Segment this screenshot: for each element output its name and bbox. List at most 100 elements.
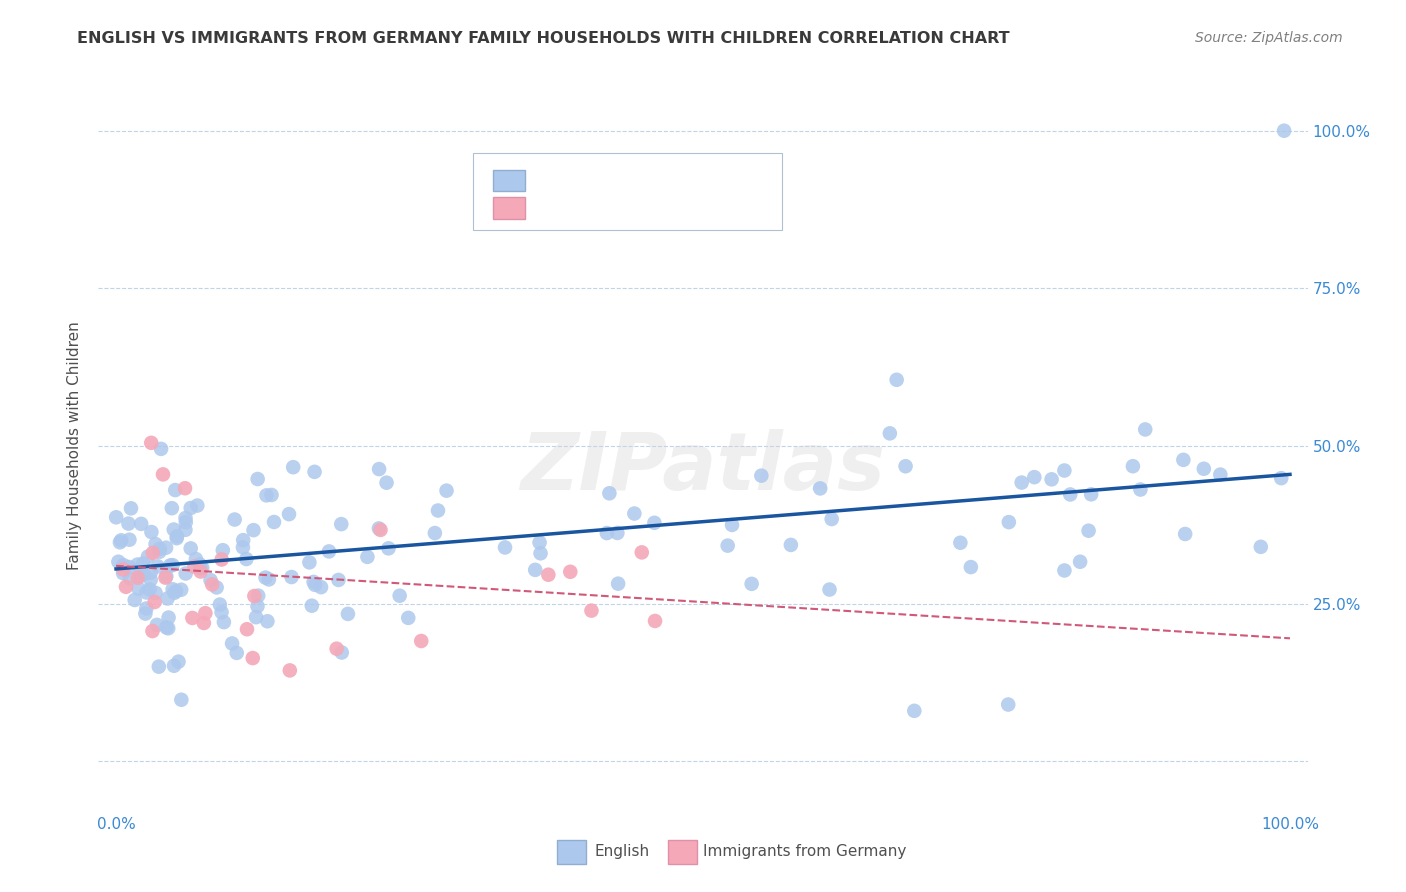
Point [149, 541, 172, 556]
Point [623, 507, 645, 521]
Point [256, 614, 278, 628]
Point [1135, 422, 1157, 436]
Point [1173, 453, 1195, 467]
Point [190, 565, 212, 579]
Point [159, 558, 181, 573]
Point [330, 517, 353, 532]
Point [135, 601, 157, 615]
Point [257, 573, 280, 587]
Point [108, 535, 131, 549]
Point [132, 567, 155, 582]
Point [278, 507, 301, 521]
Point [221, 636, 243, 650]
Point [1272, 124, 1295, 138]
Point [152, 467, 174, 482]
Point [186, 499, 208, 513]
Point [118, 533, 141, 547]
Point [1053, 463, 1076, 477]
Point [368, 462, 391, 476]
Point [1209, 467, 1232, 482]
Text: ZIPatlas: ZIPatlas [520, 429, 886, 507]
Point [1080, 487, 1102, 501]
Point [236, 622, 259, 636]
Point [246, 599, 269, 614]
Y-axis label: Family Households with Children: Family Households with Children [67, 322, 83, 570]
Point [148, 545, 170, 559]
Point [112, 562, 135, 576]
Point [129, 569, 152, 583]
Point [741, 577, 763, 591]
Point [110, 533, 132, 548]
Point [643, 516, 665, 530]
Point [1270, 471, 1292, 485]
Point [124, 593, 146, 607]
Text: Immigrants from Germany: Immigrants from Germany [703, 845, 907, 860]
Point [127, 571, 149, 585]
Point [280, 570, 302, 584]
Point [263, 515, 285, 529]
Point [607, 576, 630, 591]
Point [1069, 555, 1091, 569]
Point [167, 655, 190, 669]
Point [134, 607, 156, 621]
Point [181, 611, 204, 625]
Point [1040, 472, 1063, 486]
Point [245, 610, 267, 624]
Point [596, 526, 619, 541]
Text: R = -0.044   N =  29: R = -0.044 N = 29 [536, 201, 699, 216]
Point [157, 610, 180, 624]
Point [818, 582, 841, 597]
Point [155, 541, 177, 555]
Point [174, 523, 197, 537]
Point [377, 541, 399, 556]
Point [254, 571, 277, 585]
Point [232, 533, 254, 548]
Point [529, 535, 551, 549]
Point [247, 589, 270, 603]
Point [129, 516, 152, 531]
Point [949, 535, 972, 549]
Point [336, 607, 359, 621]
Point [427, 503, 450, 517]
Point [903, 704, 925, 718]
Point [330, 646, 353, 660]
Point [205, 581, 228, 595]
Text: ENGLISH VS IMMIGRANTS FROM GERMANY FAMILY HOUSEHOLDS WITH CHILDREN CORRELATION C: ENGLISH VS IMMIGRANTS FROM GERMANY FAMIL… [77, 31, 1010, 46]
Point [1122, 459, 1144, 474]
Point [367, 521, 389, 535]
FancyBboxPatch shape [474, 153, 782, 230]
Point [411, 634, 433, 648]
Point [1053, 564, 1076, 578]
Point [180, 501, 202, 516]
FancyBboxPatch shape [557, 840, 586, 863]
Point [644, 614, 666, 628]
Point [174, 566, 197, 581]
Point [328, 573, 350, 587]
Point [107, 555, 129, 569]
Point [356, 549, 378, 564]
Point [135, 585, 157, 599]
Point [396, 611, 419, 625]
Point [117, 516, 139, 531]
Point [165, 483, 187, 497]
Point [1059, 487, 1081, 501]
Point [163, 523, 186, 537]
Point [1174, 527, 1197, 541]
Point [304, 578, 326, 592]
Point [524, 563, 547, 577]
Point [224, 512, 246, 526]
Point [150, 442, 173, 456]
Point [1192, 462, 1215, 476]
Point [136, 549, 159, 564]
Point [183, 559, 205, 574]
Point [174, 511, 197, 525]
Point [436, 483, 458, 498]
Point [118, 572, 141, 586]
Point [193, 615, 215, 630]
Point [211, 543, 233, 558]
Text: Source: ZipAtlas.com: Source: ZipAtlas.com [1195, 31, 1343, 45]
Point [318, 544, 340, 558]
Point [166, 531, 188, 545]
Point [174, 481, 197, 495]
Point [309, 580, 332, 594]
